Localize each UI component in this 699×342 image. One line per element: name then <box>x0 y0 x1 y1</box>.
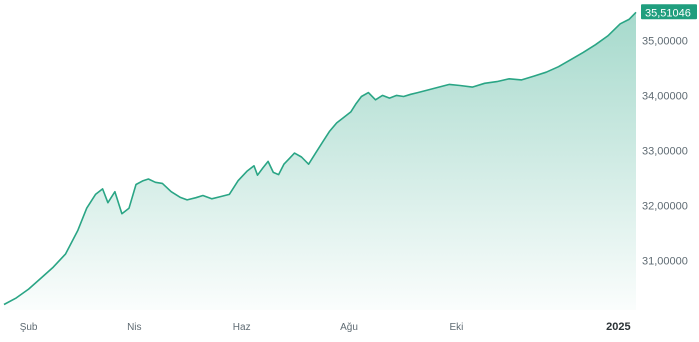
price-line-layer <box>3 11 637 306</box>
x-tick-label: Haz <box>233 322 251 333</box>
x-tick-label: Ağu <box>340 322 358 333</box>
price-line <box>3 11 637 306</box>
x-tick-label: Eki <box>449 322 463 333</box>
x-tick-label: Nis <box>127 322 141 333</box>
last-value-badge-bg <box>641 4 697 20</box>
last-value-badge: 35,51046 <box>641 4 697 20</box>
y-axis-ticks: 35,00000 34,00000 33,00000 32,00000 31,00000 <box>642 35 688 267</box>
area-fill-layer <box>4 12 636 311</box>
y-tick-label: 34,00000 <box>642 90 688 102</box>
area-fill <box>4 12 636 311</box>
y-tick-label: 32,00000 <box>642 200 688 212</box>
y-tick-label: 31,00000 <box>642 256 688 268</box>
x-tick-label: Şub <box>20 322 38 333</box>
last-value-label: 35,51046 <box>645 7 691 19</box>
x-tick-label: 2025 <box>606 321 630 333</box>
y-tick-label: 33,00000 <box>642 145 688 157</box>
y-tick-label: 35,00000 <box>642 35 688 47</box>
x-axis-ticks: Şub Nis Haz Ağu Eki 2025 <box>20 321 631 333</box>
